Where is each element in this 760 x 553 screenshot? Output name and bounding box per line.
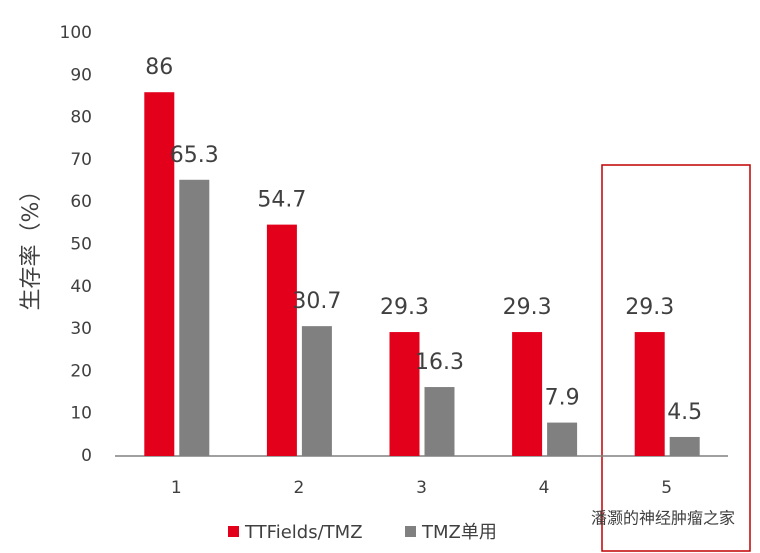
- highlight-box: [601, 164, 751, 552]
- y-axis-label: 生存率（%）: [19, 180, 44, 311]
- bar: [634, 332, 665, 456]
- bar: [179, 179, 210, 456]
- x-tick-label: 1: [171, 478, 182, 498]
- y-tick-label: 30: [70, 319, 92, 339]
- bar: [547, 422, 578, 456]
- x-tick-label: 4: [539, 478, 550, 498]
- bar: [669, 436, 700, 456]
- bar: [301, 326, 332, 456]
- legend-swatch: [405, 526, 416, 537]
- y-tick-label: 80: [70, 108, 92, 128]
- value-label: 86: [145, 55, 173, 80]
- value-label: 7.9: [545, 386, 580, 411]
- y-tick-label: 50: [70, 235, 92, 255]
- watermark: 潘灏的神经肿瘤之家: [591, 509, 735, 528]
- value-label: 4.5: [667, 400, 702, 425]
- y-tick-label: 100: [60, 23, 92, 43]
- y-tick-label: 20: [70, 361, 92, 381]
- y-tick-label: 40: [70, 277, 92, 297]
- x-tick-label: 2: [293, 478, 304, 498]
- bar: [424, 387, 455, 456]
- y-tick-label: 10: [70, 404, 92, 424]
- y-tick-label: 60: [70, 192, 92, 212]
- value-label: 54.7: [257, 188, 306, 213]
- legend-label: TTFields/TMZ: [244, 522, 363, 543]
- x-tick-label: 3: [416, 478, 427, 498]
- y-tick-label: 90: [70, 65, 92, 85]
- value-label: 16.3: [415, 350, 464, 375]
- legend-label: TMZ单用: [421, 522, 497, 543]
- value-label: 29.3: [380, 295, 429, 320]
- value-label: 29.3: [503, 295, 552, 320]
- value-label: 65.3: [170, 143, 219, 168]
- bar: [144, 92, 175, 456]
- bar: [389, 332, 420, 456]
- x-tick-label: 5: [661, 478, 672, 498]
- bar: [266, 224, 297, 456]
- y-tick-label: 70: [70, 150, 92, 170]
- y-tick-label: 0: [81, 446, 92, 466]
- value-label: 29.3: [625, 295, 674, 320]
- bar: [512, 332, 543, 456]
- legend-swatch: [228, 526, 239, 537]
- value-label: 30.7: [292, 289, 341, 314]
